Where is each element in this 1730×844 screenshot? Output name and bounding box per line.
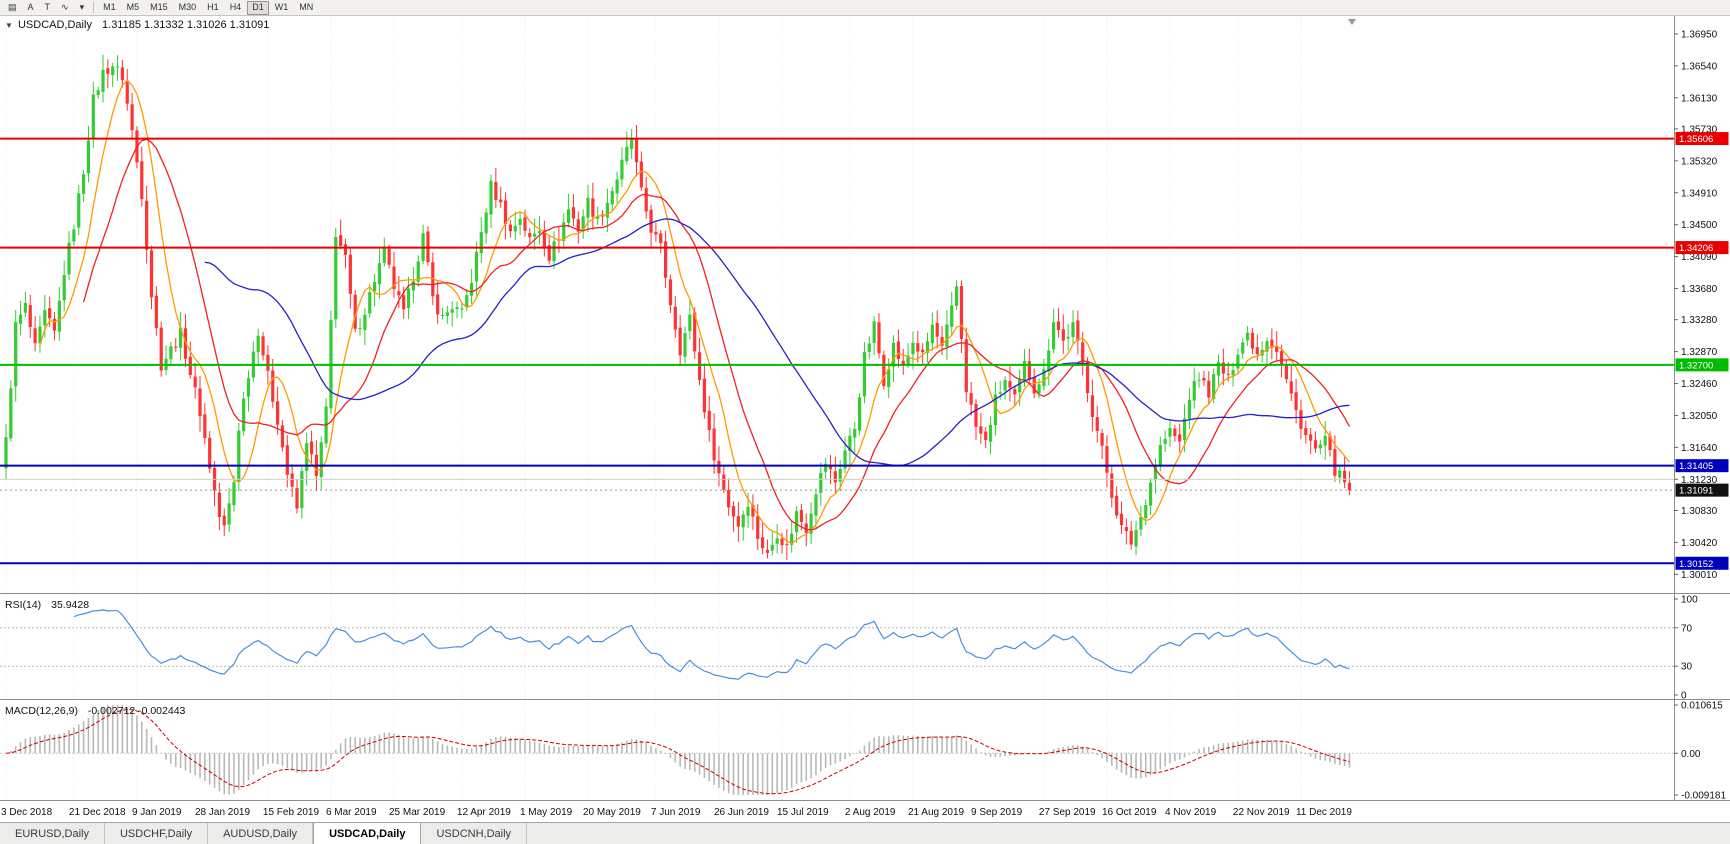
svg-text:26 Jun 2019: 26 Jun 2019 [714, 807, 769, 818]
svg-text:9 Jan 2019: 9 Jan 2019 [132, 807, 182, 818]
svg-text:1.34206: 1.34206 [1679, 243, 1713, 254]
symbol-tab-eurusd[interactable]: EURUSD,Daily [0, 823, 105, 844]
svg-text:0.00: 0.00 [1681, 749, 1701, 760]
svg-text:1.31640: 1.31640 [1681, 443, 1718, 454]
macd-panel [0, 705, 1674, 795]
timeframe-m15-button[interactable]: M15 [145, 1, 173, 15]
svg-text:11 Dec 2019: 11 Dec 2019 [1296, 807, 1352, 818]
svg-text:1.32460: 1.32460 [1681, 379, 1718, 390]
svg-text:1.33280: 1.33280 [1681, 315, 1718, 326]
svg-text:1.30830: 1.30830 [1681, 506, 1718, 517]
svg-text:1.30010: 1.30010 [1681, 570, 1718, 581]
timeframe-mn-button[interactable]: MN [294, 1, 318, 15]
svg-text:1.32700: 1.32700 [1679, 360, 1713, 371]
svg-text:21 Aug 2019: 21 Aug 2019 [908, 807, 965, 818]
svg-text:1.36950: 1.36950 [1681, 29, 1718, 40]
timeframe-h1-button[interactable]: H1 [202, 1, 224, 15]
svg-text:1.35730: 1.35730 [1681, 124, 1718, 135]
symbol-tab-audusd[interactable]: AUDUSD,Daily [208, 823, 314, 844]
svg-text:25 Mar 2019: 25 Mar 2019 [389, 807, 446, 818]
moving-averages-layer [39, 79, 1351, 545]
price-chart-svg[interactable]: 1.36950 1.36540 1.36130 1.35730 1.35320 1.349… [0, 16, 1730, 822]
polyline-indicator-icon[interactable]: ∿ [56, 1, 74, 15]
timeframe-m5-button[interactable]: M5 [122, 1, 145, 15]
svg-text:1.36130: 1.36130 [1681, 93, 1718, 104]
svg-text:2 Aug 2019: 2 Aug 2019 [845, 807, 896, 818]
svg-text:1.31230: 1.31230 [1681, 475, 1718, 486]
svg-text:100: 100 [1681, 595, 1698, 606]
svg-text:1.34090: 1.34090 [1681, 252, 1718, 263]
timeframe-h4-button[interactable]: H4 [225, 1, 247, 15]
svg-text:6 Mar 2019: 6 Mar 2019 [326, 807, 377, 818]
svg-text:1.34910: 1.34910 [1681, 188, 1718, 199]
chevron-down-icon[interactable]: ▾ [75, 1, 90, 15]
svg-text:1 May 2019: 1 May 2019 [520, 807, 573, 818]
svg-text:70: 70 [1681, 623, 1693, 634]
svg-text:30: 30 [1681, 662, 1693, 673]
svg-text:1.32050: 1.32050 [1681, 411, 1718, 422]
toolbar-separator [93, 2, 95, 13]
time-scale[interactable]: 3 Dec 2018 21 Dec 2018 9 Jan 2019 28 Jan 20… [1, 807, 1352, 818]
svg-text:27 Sep 2019: 27 Sep 2019 [1039, 807, 1096, 818]
svg-text:22 Nov 2019: 22 Nov 2019 [1233, 807, 1290, 818]
svg-text:15 Jul 2019: 15 Jul 2019 [777, 807, 829, 818]
svg-text:1.30420: 1.30420 [1681, 538, 1718, 549]
horizontal-lines-layer[interactable] [0, 137, 1674, 565]
svg-text:1.35606: 1.35606 [1679, 134, 1713, 145]
svg-text:20 May 2019: 20 May 2019 [583, 807, 641, 818]
symbol-tab-usdcad[interactable]: USDCAD,Daily [313, 823, 422, 844]
svg-text:21 Dec 2018: 21 Dec 2018 [69, 807, 126, 818]
timeframe-w1-button[interactable]: W1 [270, 1, 294, 15]
symbol-tab-usdcnh[interactable]: USDCNH,Daily [421, 823, 528, 844]
svg-text:1.31405: 1.31405 [1679, 461, 1713, 472]
svg-text:1.36540: 1.36540 [1681, 61, 1718, 72]
text-tool-icon[interactable]: T [40, 1, 56, 15]
svg-text:0.010615: 0.010615 [1681, 701, 1723, 712]
svg-text:16 Oct 2019: 16 Oct 2019 [1102, 807, 1157, 818]
symbol-tabbar: EURUSD,Daily USDCHF,Daily AUDUSD,Daily USDC… [0, 822, 1730, 844]
price-tags: 1.35606 1.34206 1.32700 1.31405 1.30152 1.310… [1675, 132, 1729, 570]
svg-text:1.30152: 1.30152 [1679, 559, 1713, 570]
candles-layer [4, 54, 1352, 561]
chart-toolbar: ▤ A T ∿ ▾ M1 M5 M15 M30 H1 H4 D1 W1 MN [0, 0, 1730, 16]
svg-text:28 Jan 2019: 28 Jan 2019 [195, 807, 250, 818]
cursor-a-icon[interactable]: A [23, 1, 39, 15]
svg-text:3 Dec 2018: 3 Dec 2018 [1, 807, 53, 818]
svg-text:1.32870: 1.32870 [1681, 347, 1718, 358]
chart-canvas[interactable]: 1.36950 1.36540 1.36130 1.35730 1.35320 1.349… [0, 16, 1730, 822]
panel-frame [0, 16, 1730, 801]
svg-text:-0.009181: -0.009181 [1681, 791, 1726, 802]
svg-text:9 Sep 2019: 9 Sep 2019 [971, 807, 1023, 818]
price-scale[interactable]: 1.36950 1.36540 1.36130 1.35730 1.35320 1.349… [1674, 29, 1726, 802]
svg-text:1.34500: 1.34500 [1681, 220, 1718, 231]
svg-text:7 Jun 2019: 7 Jun 2019 [651, 807, 701, 818]
svg-text:0: 0 [1681, 691, 1687, 702]
svg-text:12 Apr 2019: 12 Apr 2019 [457, 807, 511, 818]
timeframe-m30-button[interactable]: M30 [174, 1, 202, 15]
rsi-panel [0, 609, 1674, 680]
svg-text:1.31091: 1.31091 [1679, 486, 1713, 497]
svg-text:1.33680: 1.33680 [1681, 284, 1718, 295]
svg-text:4 Nov 2019: 4 Nov 2019 [1165, 807, 1217, 818]
chart-tile-icon[interactable]: ▤ [3, 1, 22, 15]
svg-text:1.35320: 1.35320 [1681, 156, 1718, 167]
timeframe-d1-button[interactable]: D1 [247, 0, 269, 15]
symbol-tab-usdchf[interactable]: USDCHF,Daily [104, 823, 209, 844]
timeframe-m1-button[interactable]: M1 [98, 1, 121, 15]
svg-text:15 Feb 2019: 15 Feb 2019 [263, 807, 320, 818]
